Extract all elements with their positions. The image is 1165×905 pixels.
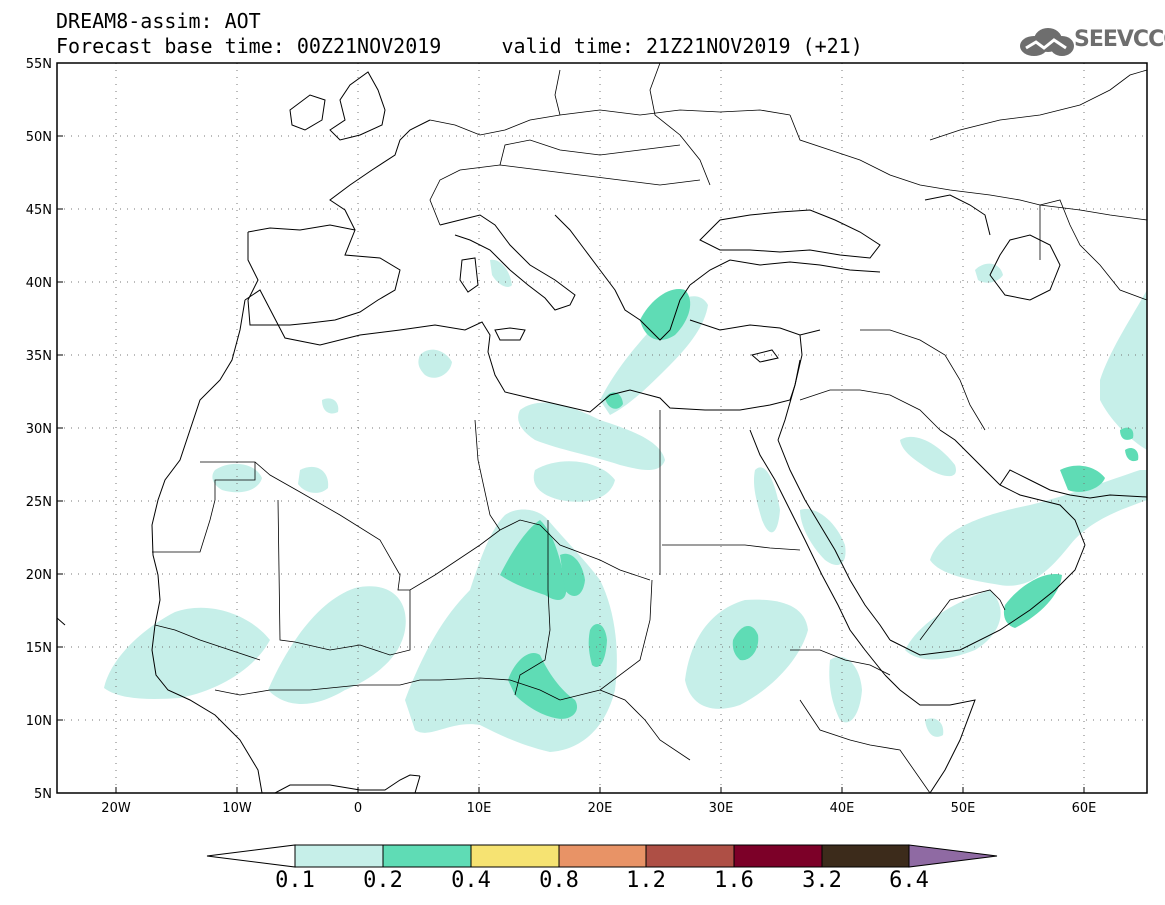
colorbar-label: 6.4	[889, 868, 929, 893]
lon-label: 30E	[709, 801, 734, 816]
lat-label: 30N	[26, 422, 52, 437]
lon-label: 50E	[951, 801, 976, 816]
lat-label: 50N	[26, 130, 52, 145]
aot-field-light	[104, 259, 1147, 752]
lat-label: 55N	[26, 57, 52, 72]
lon-label: 0	[354, 801, 362, 816]
lat-label: 35N	[26, 349, 52, 364]
lat-label: 20N	[26, 568, 52, 583]
aot-field-medium	[500, 289, 1139, 719]
lat-label: 10N	[26, 714, 52, 729]
longitude-labels: 20W 10W 0 10E 20E 30E 40E 50E 60E	[101, 801, 1096, 816]
lon-label: 10E	[467, 801, 492, 816]
tick-marks	[57, 135, 1085, 793]
colorbar-label: 0.1	[275, 868, 315, 893]
colorbar-segment	[382, 844, 472, 868]
graticule	[57, 63, 1147, 793]
colorbar-segment	[821, 844, 910, 868]
colorbar-segment	[470, 844, 560, 868]
colorbar-label: 0.4	[451, 868, 491, 893]
country-borders	[152, 63, 1147, 793]
colorbar-label: 1.6	[714, 868, 754, 893]
lat-label: 45N	[26, 203, 52, 218]
colorbar-segment	[294, 844, 384, 868]
colorbar-segment-under	[206, 844, 296, 868]
lon-label: 20W	[101, 801, 131, 816]
colorbar-label: 0.2	[363, 868, 403, 893]
forecast-time-line: Forecast base time: 00Z21NOV2019 valid t…	[56, 34, 863, 58]
lat-label: 15N	[26, 641, 52, 656]
colorbar-segment	[558, 844, 647, 868]
colorbar-segment	[645, 844, 735, 868]
chart-title: DREAM8-assim: AOT	[56, 9, 261, 33]
colorbar-label: 0.8	[539, 868, 579, 893]
lon-label: 60E	[1072, 801, 1097, 816]
colorbar-segment-over	[908, 844, 998, 868]
lon-label: 10W	[222, 801, 252, 816]
latitude-labels: 5N 10N 15N 20N 25N 30N 35N 40N 45N 50N 5…	[26, 57, 52, 802]
lat-label: 40N	[26, 276, 52, 291]
lat-label: 5N	[34, 787, 52, 802]
lon-label: 40E	[830, 801, 855, 816]
logo-text: SEEVCCC	[1074, 27, 1165, 52]
seevccc-logo	[1020, 28, 1074, 56]
lat-label: 25N	[26, 495, 52, 510]
coastlines	[57, 71, 1147, 793]
lon-label: 20E	[588, 801, 613, 816]
colorbar-label: 1.2	[626, 868, 666, 893]
colorbar	[206, 844, 998, 868]
colorbar-label: 3.2	[802, 868, 842, 893]
colorbar-segment	[733, 844, 823, 868]
